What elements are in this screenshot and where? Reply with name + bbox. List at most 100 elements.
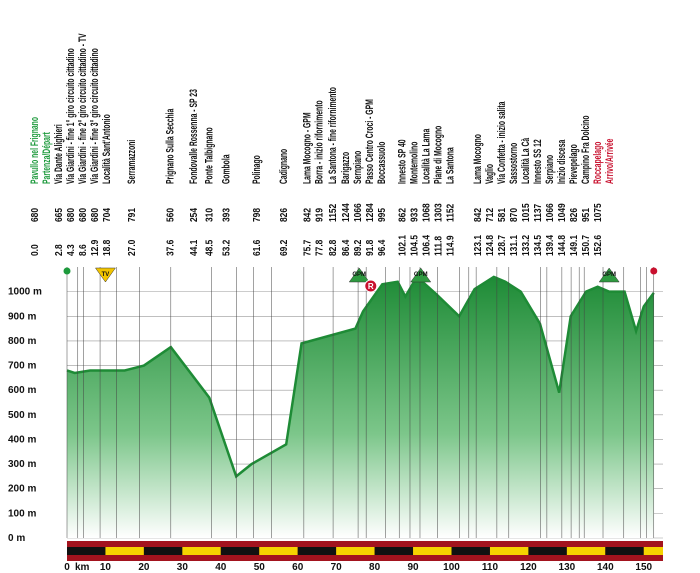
marker	[410, 267, 432, 283]
location-km: 106.4	[421, 234, 433, 256]
location-name: Montemolino	[408, 141, 420, 184]
location-name: Sernpiano	[351, 150, 363, 184]
location-km: 133.2	[520, 235, 532, 256]
location-km: 96.4	[376, 239, 388, 256]
strip-segment	[566, 547, 606, 555]
location-name: Cadignano	[278, 148, 290, 184]
location-name: Pavullo nel Frignano	[28, 117, 40, 184]
x-tick-label: 110	[482, 562, 499, 573]
finish-dot	[650, 267, 658, 275]
location-km: 44.1	[188, 239, 200, 256]
location-alt: 680	[29, 208, 41, 222]
x-tick-label: 90	[408, 562, 420, 573]
location-alt: 826	[278, 208, 290, 222]
strip-segment	[374, 547, 414, 555]
location-km: 123.1	[472, 234, 484, 256]
location-km: 89.2	[352, 240, 364, 256]
location-name: Serramazzoni	[126, 140, 138, 184]
location-km: 37.6	[165, 240, 177, 256]
location-name: Roccapelago	[592, 141, 604, 184]
marker	[598, 267, 620, 283]
location-km: 86.4	[340, 239, 352, 256]
location-alt: 1152	[327, 204, 339, 222]
strip-segment	[297, 547, 337, 555]
location-km: 149.1	[568, 234, 580, 256]
y-tick-label: 1000 m	[8, 287, 42, 298]
location-alt: 560	[165, 208, 177, 222]
x-tick-label: 80	[369, 562, 381, 573]
x-tick-label: 100	[443, 562, 460, 573]
location-name: Prignano Sulla Secchia	[164, 108, 176, 184]
x-tick-label: 40	[215, 562, 227, 573]
location-alt: 995	[376, 207, 388, 222]
location-alt: 1075	[592, 203, 604, 222]
location-name: Fondovalle Rossenna - SP 23	[187, 89, 199, 184]
location-alt: 254	[188, 207, 200, 222]
y-tick-label: 600 m	[8, 385, 36, 396]
x-tick-label: 130	[559, 562, 576, 573]
location-km: 150.7	[580, 235, 592, 256]
location-name: Barigazzo	[339, 152, 351, 184]
x-tick-label: 140	[597, 562, 614, 573]
location-km: 48.5	[204, 239, 216, 256]
location-alt: 581	[496, 207, 508, 222]
strip-segment	[336, 547, 375, 555]
location-alt: 680	[89, 208, 101, 222]
x-tick-label: 30	[177, 562, 189, 573]
location-km: 111.8	[433, 236, 445, 256]
location-name: Campino Fra Dolcino	[580, 115, 592, 184]
location-name: Partenza/Départ	[40, 132, 52, 184]
location-alt: 712	[484, 208, 496, 222]
location-name: Via Dante Alighieri	[52, 124, 64, 184]
location-name: Innesto SP 40	[396, 139, 408, 184]
marker	[364, 279, 378, 293]
location-name: Via Giardini - fine 1° giro circuito cit…	[64, 48, 76, 184]
location-alt: 393	[221, 208, 233, 222]
strip-segment	[605, 547, 644, 555]
strip-segment	[413, 547, 452, 555]
y-tick-label: 400 m	[8, 434, 36, 445]
location-km: 4.3	[65, 244, 77, 256]
location-name: Sassostorno	[508, 142, 520, 184]
strip-segment	[105, 547, 144, 555]
x-unit: km	[75, 562, 90, 573]
location-km: 144.8	[556, 235, 568, 256]
location-alt: 680	[77, 208, 89, 222]
y-tick-label: 700 m	[8, 361, 36, 372]
location-km: 124.8	[484, 235, 496, 256]
strip-segment	[67, 547, 106, 555]
location-alt: 1049	[556, 203, 568, 222]
location-name: Via Giardini - fine 3° giro circuito cit…	[88, 48, 100, 184]
location-name: Pievepelago	[568, 144, 580, 184]
strip-segment	[489, 547, 529, 555]
location-km: 82.8	[327, 240, 339, 256]
location-name: Arrivo/Arrivée	[604, 139, 616, 184]
location-alt: 704	[101, 207, 113, 222]
location-km: 18.8	[101, 240, 113, 256]
y-tick-label: 900 m	[8, 311, 36, 322]
location-km: 128.7	[496, 235, 508, 256]
location-name: Piane di Mocogno	[432, 125, 444, 184]
location-name: La Santona - fine rifornimento	[326, 87, 338, 184]
location-km: 131.1	[508, 234, 520, 256]
marker	[348, 267, 370, 283]
location-name: Località La Cà	[520, 137, 532, 184]
location-km: 69.2	[278, 240, 290, 256]
strip-segment	[528, 547, 567, 555]
location-km: 0.0	[29, 244, 41, 256]
location-alt: 1284	[364, 203, 376, 222]
location-km: 139.4	[544, 234, 556, 256]
location-km: 102.1	[397, 234, 409, 256]
x-tick-label: 120	[520, 562, 537, 573]
location-km: 134.5	[532, 234, 544, 256]
location-name: Lama Mocogno - GPM	[301, 112, 313, 184]
location-alt: 1066	[352, 203, 364, 222]
x-tick-label: 10	[100, 562, 112, 573]
x-tick-label: 70	[331, 562, 343, 573]
y-tick-label: 0 m	[8, 533, 25, 544]
marker-label: TV	[102, 272, 110, 278]
x-tick-label: 0	[64, 562, 70, 573]
location-alt: 919	[314, 208, 326, 222]
location-name: Borra - inizio rifornimento	[313, 100, 325, 184]
